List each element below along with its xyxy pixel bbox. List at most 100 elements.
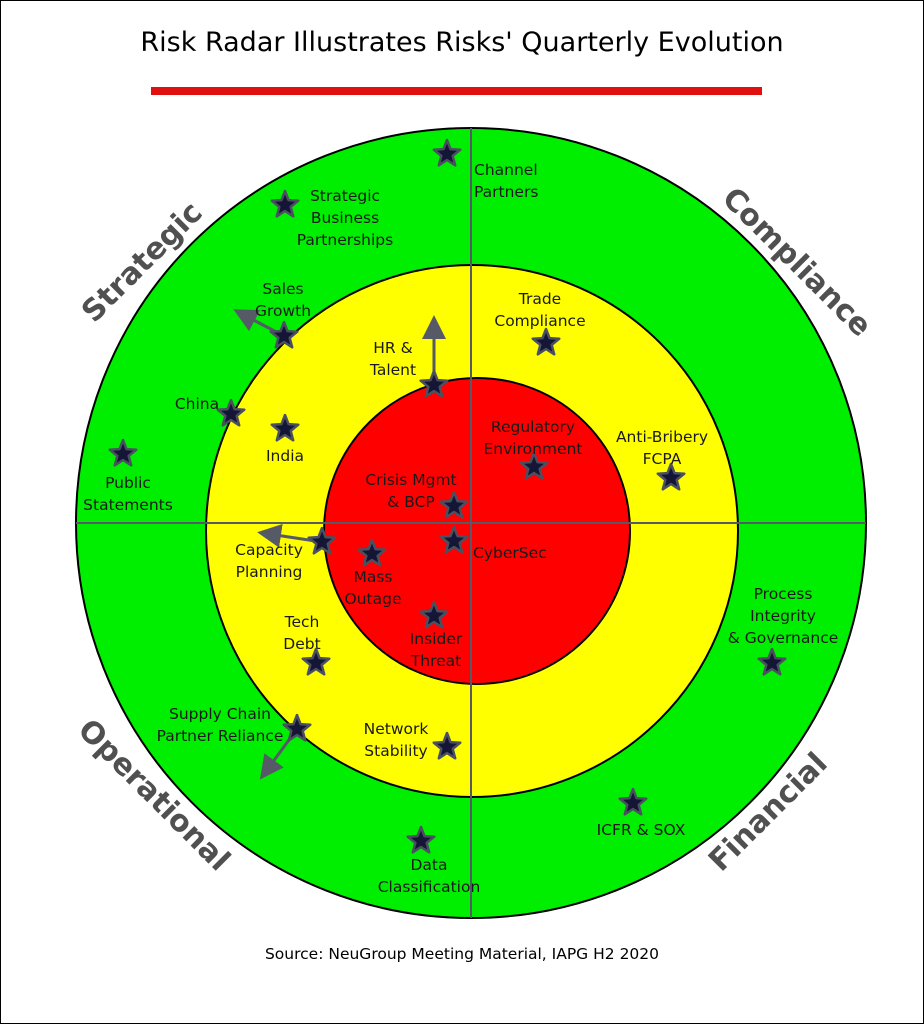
risk-label-line: HR &	[373, 339, 412, 357]
star-icon	[531, 327, 561, 356]
risk-label-line: Channel	[474, 161, 538, 179]
risk-label-line: China	[175, 395, 219, 413]
star-icon	[618, 787, 648, 816]
risk-label: Insider Threat	[410, 630, 463, 670]
risk-label: Supply Chain Partner Reliance	[157, 705, 284, 745]
risk-label-line: CyberSec	[473, 544, 547, 562]
star-icon	[432, 138, 462, 167]
star-icon	[108, 438, 138, 467]
star-icon	[282, 713, 312, 742]
risk-mass-outage: Mass Outage	[345, 538, 402, 608]
risk-label-line: Integrity	[750, 607, 816, 625]
risk-label: CyberSec	[473, 544, 547, 562]
title-underline	[151, 87, 762, 95]
risk-label-line: ICFR & SOX	[597, 821, 686, 839]
risk-label: Mass Outage	[345, 568, 402, 608]
risk-label-line: Outage	[345, 590, 402, 608]
page-title: Risk Radar Illustrates Risks' Quarterly …	[140, 27, 784, 58]
risk-icfr-sox: ICFR & SOX	[597, 787, 686, 839]
risk-label-line: Supply Chain	[169, 705, 271, 723]
risk-label-line: Threat	[410, 652, 461, 670]
star-icon	[301, 647, 331, 676]
risk-trade-compliance: Trade Compliance	[494, 290, 586, 356]
risk-label: Anti-Bribery FCPA	[616, 428, 708, 468]
star-icon	[439, 525, 469, 554]
risk-india: India	[266, 413, 304, 465]
risk-label: Process Integrity & Governance	[728, 585, 839, 647]
risk-label: Strategic Business Partnerships	[297, 187, 393, 249]
source-note: Source: NeuGroup Meeting Material, IAPG …	[264, 945, 660, 963]
star-icon	[269, 320, 299, 349]
risk-label: Crisis Mgmt & BCP	[365, 471, 456, 511]
risk-sales-growth: Sales Growth	[255, 280, 311, 349]
risk-label: India	[266, 447, 304, 465]
risk-network-stability: Network Stability	[364, 720, 462, 760]
star-icon	[439, 490, 469, 519]
risk-label: Data Classification	[378, 856, 481, 896]
risk-label-line: Regulatory	[491, 418, 575, 436]
risk-label-line: Classification	[378, 878, 481, 896]
star-icon	[432, 731, 462, 760]
risk-label: HR & Talent	[369, 339, 416, 379]
star-icon	[656, 462, 686, 491]
risk-label-line: Mass	[353, 568, 392, 586]
risk-process-integrity-governance: Process Integrity & Governance	[728, 585, 839, 676]
risk-supply-chain-partner-reliance: Supply Chain Partner Reliance	[157, 705, 312, 745]
star-icon	[216, 398, 246, 427]
risk-label-line: Statements	[83, 496, 173, 514]
star-icon	[757, 647, 787, 676]
risk-label-line: & Governance	[728, 629, 839, 647]
risk-label-line: Stability	[364, 742, 427, 760]
risk-label-line: Capacity	[235, 541, 303, 559]
risk-label: Trade Compliance	[494, 290, 585, 330]
risk-label: Capacity Planning	[235, 541, 303, 581]
star-icon	[270, 189, 300, 218]
risk-label-line: India	[266, 447, 304, 465]
risk-label-line: Tech	[284, 613, 320, 631]
risk-label-line: Debt	[283, 635, 320, 653]
risk-label-line: Talent	[369, 361, 416, 379]
risk-data-classification: Data Classification	[378, 825, 481, 896]
risk-label: ICFR & SOX	[597, 821, 686, 839]
risk-label-line: Network	[364, 720, 429, 738]
risk-china: China	[175, 395, 246, 427]
risk-label: Tech Debt	[283, 613, 320, 653]
risk-regulatory-environment: Regulatory Environment	[484, 418, 583, 480]
risk-label-line: Environment	[484, 440, 583, 458]
risk-label-line: Crisis Mgmt	[365, 471, 456, 489]
star-icon	[270, 413, 300, 442]
risk-label-line: Growth	[255, 302, 311, 320]
risk-label-line: Strategic	[310, 187, 380, 205]
star-icon	[419, 369, 449, 398]
risk-label-line: Business	[311, 209, 379, 227]
risk-label: Sales Growth	[255, 280, 311, 320]
risk-label: Public Statements	[83, 474, 173, 514]
star-icon	[519, 451, 549, 480]
star-icon	[307, 526, 337, 555]
risk-capacity-planning: Capacity Planning	[235, 526, 337, 581]
risk-strategic-business-partnerships: Strategic Business Partnerships	[270, 187, 393, 249]
risk-label-line: & BCP	[387, 493, 435, 511]
risk-label-line: Compliance	[494, 312, 585, 330]
risk-anti-bribery-fcpa: Anti-Bribery FCPA	[616, 428, 708, 491]
risk-label-line: Trade	[518, 290, 561, 308]
risk-label-line: Insider	[410, 630, 463, 648]
risk-label: China	[175, 395, 219, 413]
star-icon	[357, 538, 387, 567]
risk-label-line: Partnerships	[297, 231, 393, 249]
risk-label: Network Stability	[364, 720, 429, 760]
star-icon	[406, 825, 436, 854]
risk-public-statements: Public Statements	[83, 438, 173, 514]
risk-label: Channel Partners	[474, 161, 538, 201]
risk-hr-talent: HR & Talent	[369, 339, 449, 398]
risk-label-line: Partner Reliance	[157, 727, 284, 745]
risk-cybersec: CyberSec	[439, 525, 547, 562]
risk-label-line: Planning	[236, 563, 303, 581]
risk-label-line: Process	[754, 585, 813, 603]
risk-tech-debt: Tech Debt	[283, 613, 331, 676]
core-red	[323, 377, 631, 685]
risk-crisis-mgmt-bcp: Crisis Mgmt & BCP	[365, 471, 469, 519]
risk-label-line: FCPA	[643, 450, 682, 468]
